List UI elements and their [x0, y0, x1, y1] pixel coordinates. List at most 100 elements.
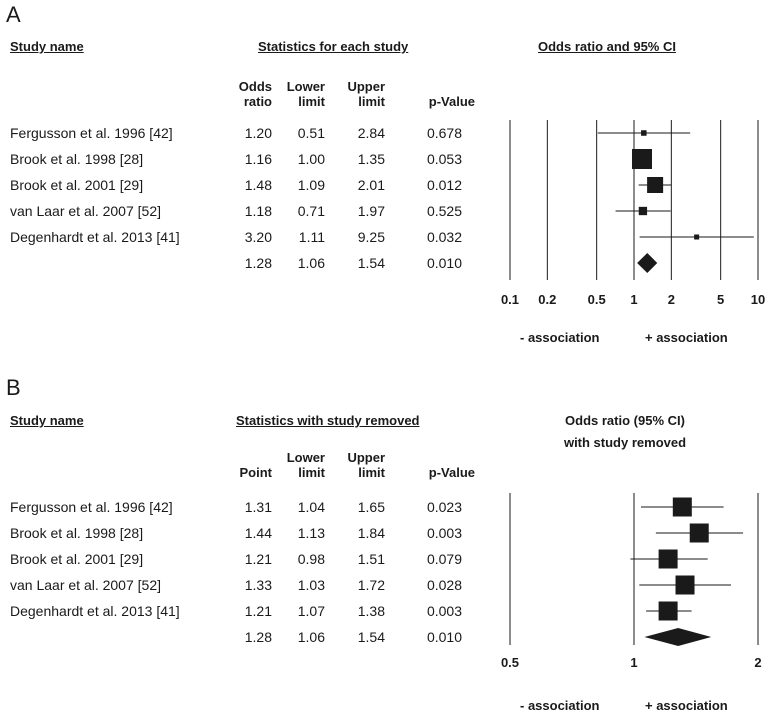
col-header-p-value-a: p-Value [428, 94, 475, 109]
summary-upper-cell: 1.54 [357, 629, 385, 645]
axis-label-negative-a: - association [520, 330, 600, 345]
study-row-name: Brook et al. 1998 [28] [10, 525, 144, 541]
study-p-value-cell: 0.032 [426, 229, 462, 245]
point-estimate-marker [658, 601, 678, 621]
plot-header-b-line2: with study removed [563, 435, 687, 450]
panel-label-b: B [6, 375, 21, 400]
col-header-upper-limit-b: Upper limit [347, 450, 385, 480]
study-row-name: Brook et al. 2001 [29] [10, 177, 144, 193]
study-p-value-cell: 0.003 [426, 525, 462, 541]
x-tick-label: 2 [754, 655, 761, 670]
study-row-name: Degenhardt et al. 2013 [41] [10, 229, 180, 245]
study-lower-cell: 0.98 [297, 551, 325, 567]
point-estimate-marker [694, 234, 700, 240]
study-upper-cell: 1.38 [357, 603, 385, 619]
study-p-value-cell: 0.525 [426, 203, 462, 219]
study-lower-cell: 0.51 [297, 125, 325, 141]
x-tick-label: 0.5 [501, 655, 519, 670]
axis-label-positive-b: + association [645, 698, 728, 713]
axis-label-negative-b: - association [520, 698, 600, 713]
study-lower-cell: 1.11 [298, 229, 325, 245]
study-upper-cell: 1.35 [357, 151, 385, 167]
study-or-cell: 1.16 [244, 151, 272, 167]
col-header-upper-limit-a: Upper limit [347, 79, 385, 109]
forest-plot-b: 0.5 1 2 [501, 493, 762, 670]
study-lower-cell: 1.07 [297, 603, 325, 619]
col-header-p-value-b: p-Value [428, 465, 475, 480]
study-row-name: Brook et al. 2001 [29] [10, 551, 144, 567]
study-or-cell: 1.33 [244, 577, 272, 593]
x-tick-label: 5 [717, 292, 724, 307]
study-row-name: van Laar et al. 2007 [52] [10, 203, 161, 219]
summary-diamond [644, 628, 712, 646]
study-upper-cell: 2.01 [357, 177, 385, 193]
x-tick-label: 0.2 [538, 292, 556, 307]
study-upper-cell: 1.65 [357, 499, 385, 515]
col-header-odds-ratio-a: Odds ratio [238, 79, 272, 109]
study-upper-cell: 1.97 [357, 203, 385, 219]
study-lower-cell: 1.03 [297, 577, 325, 593]
point-estimate-marker [675, 575, 695, 595]
summary-or-cell: 1.28 [244, 629, 272, 645]
study-upper-cell: 9.25 [357, 229, 385, 245]
point-estimate-marker [647, 176, 664, 194]
col-header-lower-limit-a: Lower limit [286, 79, 325, 109]
point-estimate-marker [689, 523, 709, 543]
plot-header-b-line1: Odds ratio (95% CI) [565, 413, 685, 428]
summary-p-value-cell: 0.010 [426, 629, 462, 645]
study-row-name: van Laar et al. 2007 [52] [10, 577, 161, 593]
stats-header-a: Statistics for each study [258, 39, 409, 54]
study-lower-cell: 1.09 [297, 177, 325, 193]
study-p-value-cell: 0.023 [426, 499, 462, 515]
x-tick-label: 1 [630, 292, 637, 307]
summary-lower-cell: 1.06 [297, 629, 325, 645]
study-or-cell: 1.20 [244, 125, 272, 141]
study-or-cell: 1.21 [244, 603, 272, 619]
summary-or-cell: 1.28 [244, 255, 272, 271]
point-estimate-marker [658, 549, 678, 569]
study-row-name: Fergusson et al. 1996 [42] [10, 125, 173, 141]
point-estimate-marker [641, 130, 647, 136]
study-p-value-cell: 0.079 [426, 551, 462, 567]
study-upper-cell: 1.84 [357, 525, 385, 541]
study-lower-cell: 0.71 [297, 203, 325, 219]
study-or-cell: 1.48 [244, 177, 272, 193]
summary-p-value-cell: 0.010 [426, 255, 462, 271]
x-tick-label: 10 [751, 292, 765, 307]
x-tick-label: 0.1 [501, 292, 519, 307]
panel-label-a: A [6, 2, 21, 27]
point-estimate-marker [672, 497, 692, 517]
plot-header-a: Odds ratio and 95% CI [538, 39, 676, 54]
study-row-name: Brook et al. 1998 [28] [10, 151, 144, 167]
study-lower-cell: 1.13 [297, 525, 325, 541]
forest-plot-a: 0.1 0.2 0.5 1 2 5 10 [501, 120, 765, 307]
study-or-cell: 1.31 [244, 499, 272, 515]
study-or-cell: 1.44 [244, 525, 272, 541]
point-estimate-marker [631, 149, 652, 169]
study-row-name: Degenhardt et al. 2013 [41] [10, 603, 180, 619]
study-upper-cell: 1.72 [357, 577, 385, 593]
study-p-value-cell: 0.012 [426, 177, 462, 193]
x-tick-label: 2 [668, 292, 675, 307]
summary-diamond [637, 253, 658, 273]
col-header-lower-limit-b: Lower limit [286, 450, 325, 480]
study-upper-cell: 1.51 [357, 551, 385, 567]
study-row-name: Fergusson et al. 1996 [42] [10, 499, 173, 515]
axis-label-positive-a: + association [645, 330, 728, 345]
summary-upper-cell: 1.54 [357, 255, 385, 271]
study-p-value-cell: 0.053 [426, 151, 462, 167]
study-name-header-b: Study name [10, 413, 84, 428]
stats-header-b: Statistics with study removed [236, 413, 420, 428]
study-lower-cell: 1.00 [297, 151, 325, 167]
study-p-value-cell: 0.003 [426, 603, 462, 619]
study-p-value-cell: 0.678 [426, 125, 462, 141]
study-or-cell: 3.20 [244, 229, 272, 245]
point-estimate-marker [638, 206, 648, 216]
summary-lower-cell: 1.06 [297, 255, 325, 271]
study-or-cell: 1.21 [244, 551, 272, 567]
col-header-point-b: Point [239, 465, 273, 480]
study-upper-cell: 2.84 [357, 125, 385, 141]
x-tick-label: 1 [630, 655, 637, 670]
x-tick-label: 0.5 [588, 292, 606, 307]
study-or-cell: 1.18 [244, 203, 272, 219]
